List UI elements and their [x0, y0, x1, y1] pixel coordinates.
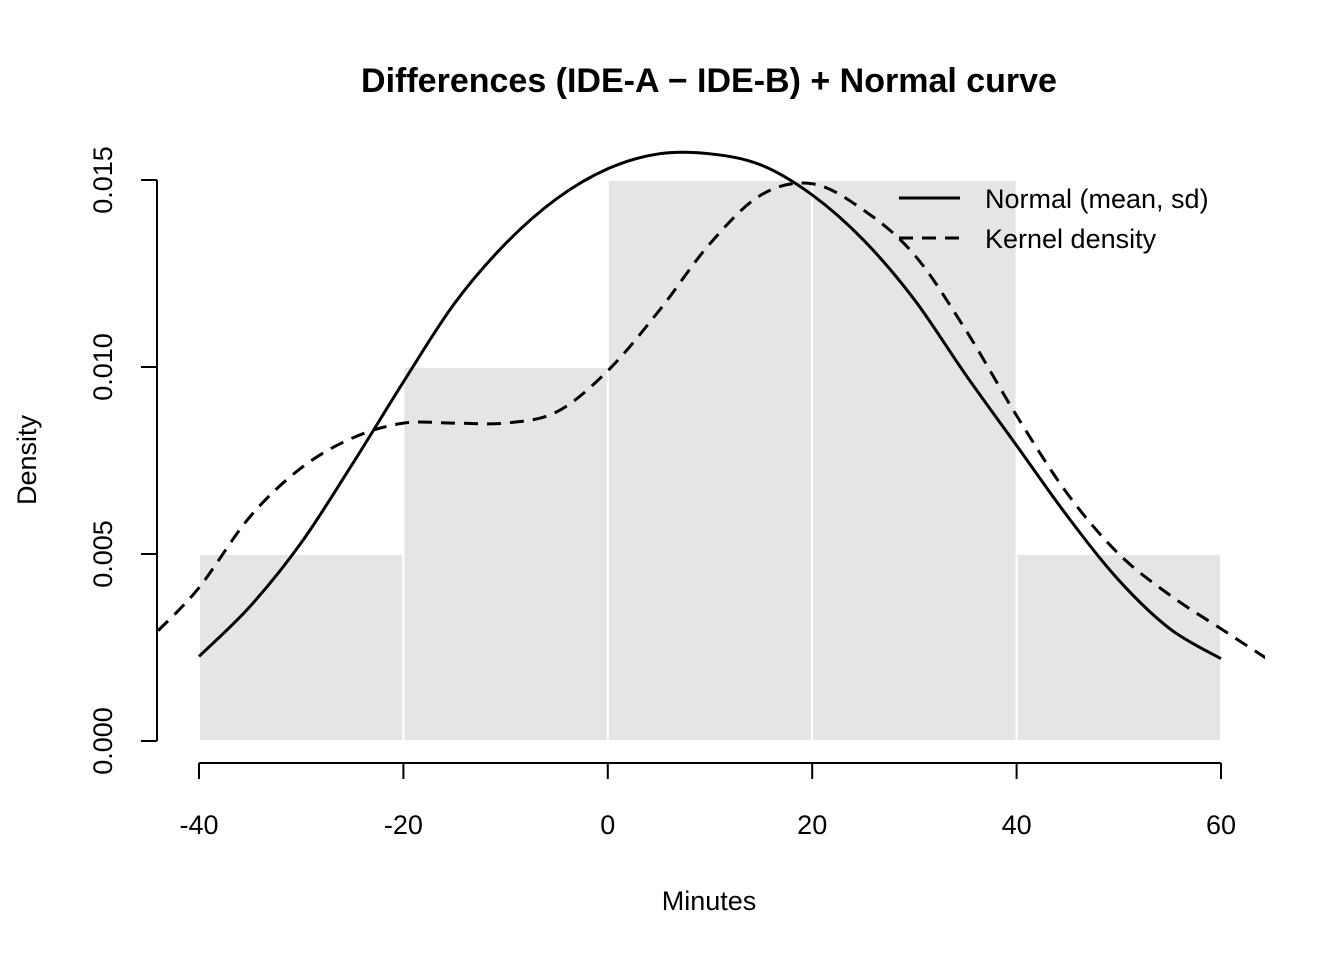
x-axis: -40 -20 0 20 40 60 — [179, 762, 1236, 840]
x-axis-label: Minutes — [662, 886, 757, 916]
kernel-density-line — [157, 181, 1265, 660]
normal-curve-line — [197, 150, 1222, 661]
histogram-bars — [198, 179, 1222, 742]
histogram-bar — [811, 179, 1018, 742]
x-tick-label: 0 — [600, 810, 615, 840]
y-tick-label: 0.010 — [88, 333, 118, 401]
y-tick-label: 0.015 — [88, 146, 118, 214]
y-tick-label: 0.000 — [88, 707, 118, 775]
legend-label: Kernel density — [985, 224, 1157, 254]
histogram-bar — [1015, 553, 1222, 742]
x-tick-label: 40 — [1002, 810, 1032, 840]
x-tick-label: 60 — [1206, 810, 1236, 840]
histogram-bar — [198, 553, 405, 742]
histogram-bar — [402, 366, 609, 742]
chart-title: Differences (IDE-A − IDE-B) + Normal cur… — [361, 62, 1057, 100]
y-axis: 0.000 0.005 0.010 0.015 — [88, 146, 158, 775]
y-axis-label: Density — [12, 414, 42, 505]
x-tick-label: -20 — [384, 810, 423, 840]
x-tick-label: 20 — [797, 810, 827, 840]
series-lines — [157, 150, 1265, 661]
y-tick-label: 0.005 — [88, 520, 118, 588]
x-tick-label: -40 — [179, 810, 218, 840]
legend: Normal (mean, sd) Kernel density — [899, 184, 1209, 254]
histogram-bar — [606, 179, 814, 742]
legend-label: Normal (mean, sd) — [985, 184, 1209, 214]
